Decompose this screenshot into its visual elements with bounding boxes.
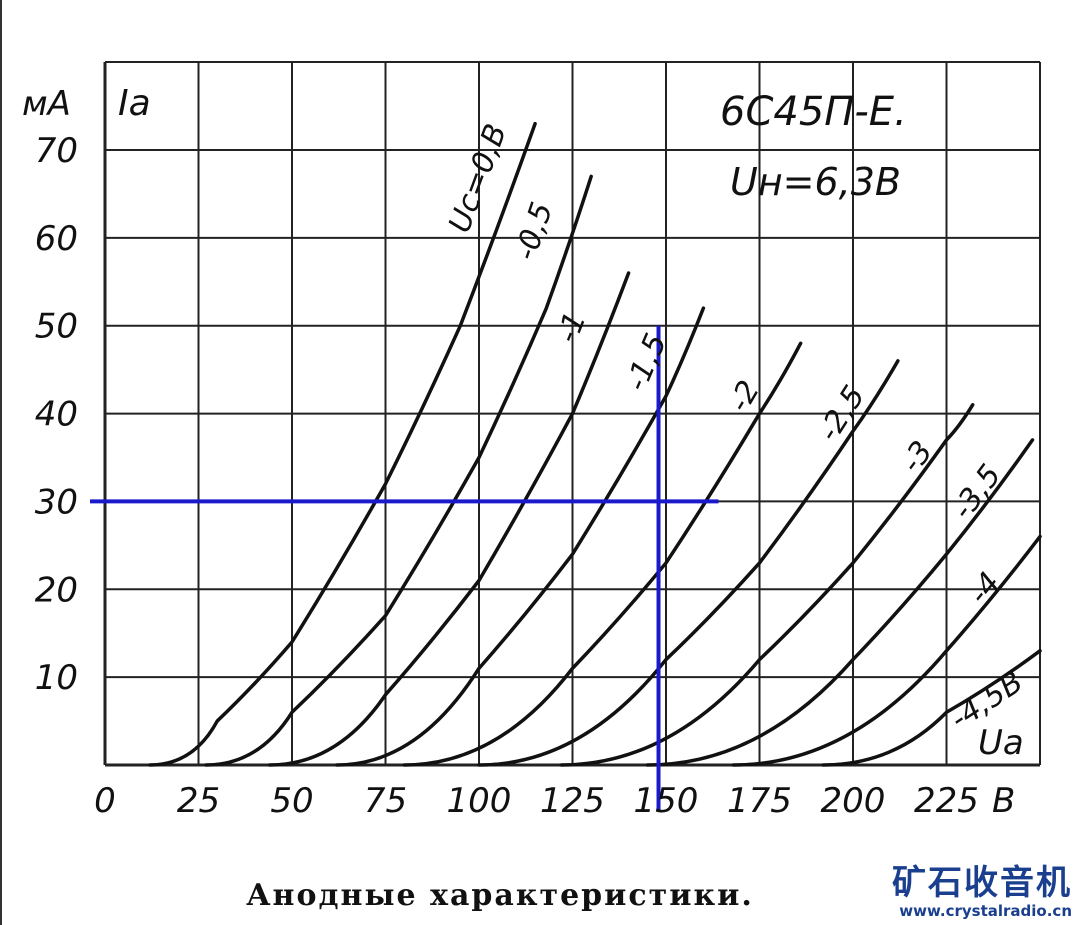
y-unit-label: мА: [22, 84, 71, 124]
curve-label: -3,5: [945, 458, 1008, 526]
curve-line: [731, 534, 1042, 767]
x-tick-label: 100: [447, 781, 512, 821]
x-tick-label: 25: [177, 781, 220, 821]
x-tick-label: 50: [270, 781, 313, 821]
left-border: [0, 0, 2, 925]
y-tick-label: 30: [35, 482, 78, 522]
curve-line: [267, 271, 631, 767]
x-tick-label: 0: [94, 781, 116, 821]
curve-line: [477, 359, 900, 767]
x-tick-label: 225: [914, 781, 979, 821]
tick-labels: 0 25 50 75 100 125 150 175 200 225 10 20 30 40 50 60 70: [35, 131, 979, 821]
curve-label: -0,5: [508, 198, 560, 265]
x-tick-label: 150: [634, 781, 699, 821]
chart-subtitle: Uн=6,3В: [730, 160, 901, 204]
curve-line: [148, 121, 537, 767]
curves: [148, 121, 1042, 767]
curve-line: [204, 174, 593, 767]
y-tick-label: 70: [35, 131, 78, 171]
y-tick-label: 40: [35, 395, 78, 435]
x-unit-label: В: [992, 781, 1015, 821]
curve-labels: Uc=0,В-0,5-1-1,5-2 -2,5-3-3,5-4-4,5В: [442, 119, 1029, 737]
x-tick-label: 125: [540, 781, 605, 821]
curve-label: -3: [894, 435, 940, 480]
watermark: 矿石收音机 www.crystalradio.cn: [892, 864, 1072, 920]
curve-line: [402, 341, 803, 767]
curve-label: Uc=0,В: [442, 119, 514, 237]
y-tick-label: 20: [35, 570, 78, 610]
y-tick-label: 10: [35, 658, 78, 698]
y-tick-label: 50: [35, 307, 78, 347]
x-tick-label: 200: [821, 781, 886, 821]
x-tick-label: 175: [727, 781, 792, 821]
curve-label: -1: [550, 307, 594, 348]
curve-label: -4: [962, 566, 1008, 611]
watermark-url: www.crystalradio.cn: [899, 902, 1072, 920]
anode-characteristics-chart: 0 25 50 75 100 125 150 175 200 22510203040506070 …: [22, 61, 1042, 821]
curve-line: [335, 306, 706, 767]
annotation-lines: [90, 325, 719, 810]
x-tick-label: 75: [364, 781, 407, 821]
chart-title: 6С45П-Е.: [720, 89, 907, 135]
x-axis-label: Ua: [978, 723, 1024, 763]
y-axis-label: Ia: [118, 83, 151, 124]
curve-line: [645, 438, 1035, 767]
watermark-title: 矿石收音机: [892, 863, 1072, 903]
y-tick-label: 60: [35, 219, 78, 259]
chart-caption: Анодные характеристики.: [246, 878, 754, 913]
curve-line: [821, 649, 1042, 767]
curve-line: [559, 403, 975, 767]
